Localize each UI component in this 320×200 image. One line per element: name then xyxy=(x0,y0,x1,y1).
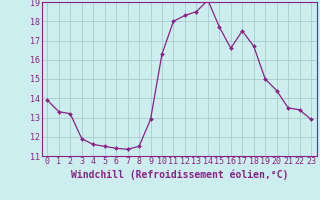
X-axis label: Windchill (Refroidissement éolien,°C): Windchill (Refroidissement éolien,°C) xyxy=(70,169,288,180)
